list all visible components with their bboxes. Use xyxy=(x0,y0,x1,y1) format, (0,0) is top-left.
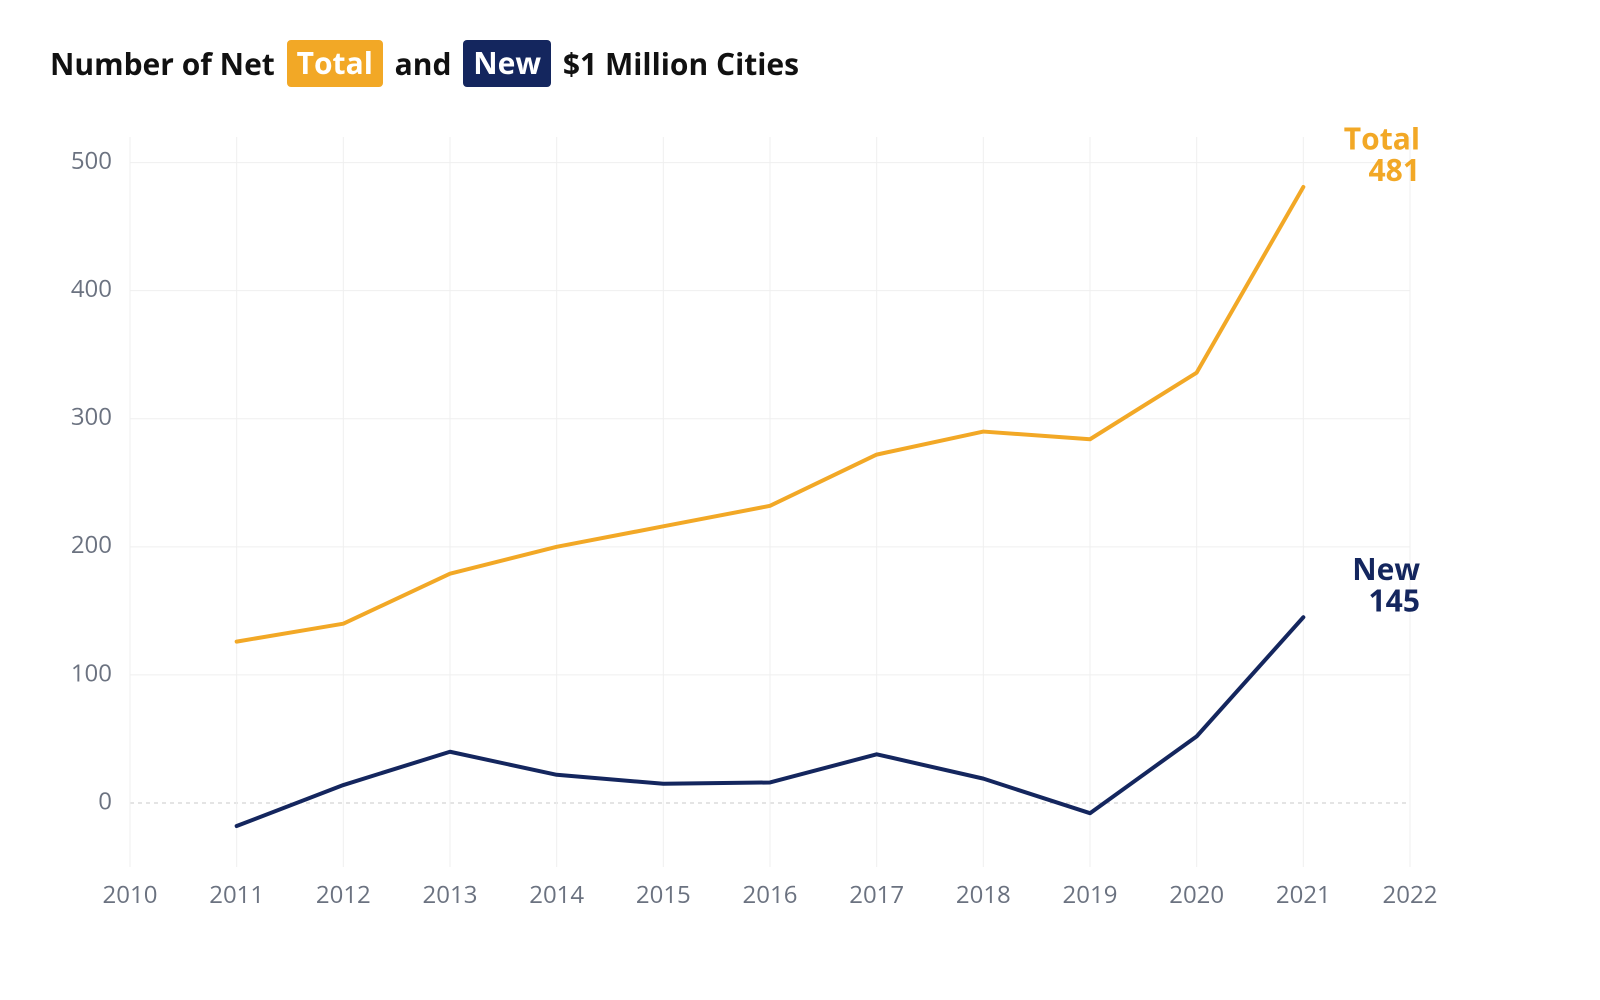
x-axis-label: 2022 xyxy=(1383,878,1438,911)
series-end-label-new: 145 xyxy=(1369,579,1420,620)
title-text-segment: $1 Million Cities xyxy=(555,43,799,84)
y-axis-label: 400 xyxy=(71,272,112,305)
x-axis-label: 2016 xyxy=(743,878,798,911)
title-text-segment: Number of Net xyxy=(50,43,283,84)
chart-container: Number of Net Total and New $1 Million C… xyxy=(0,0,1600,1000)
line-chart-svg: 0 100 200 300 400 500 2010 2011 2012 2013 2014 2015… xyxy=(50,127,1550,947)
x-axis-label: 2010 xyxy=(103,878,158,911)
y-axis-label: 0 xyxy=(98,784,112,817)
x-axis-label: 2015 xyxy=(636,878,691,911)
y-axis-label: 300 xyxy=(71,400,112,433)
series-end-label-total: 481 xyxy=(1369,149,1420,190)
y-axis-label: 100 xyxy=(71,656,112,689)
x-axis-label: 2014 xyxy=(529,878,584,911)
y-axis-label: 500 xyxy=(71,144,112,177)
chart-plot-area: 0 100 200 300 400 500 2010 2011 2012 2013 2014 2015… xyxy=(50,127,1550,947)
chart-title: Number of Net Total and New $1 Million C… xyxy=(50,40,1550,87)
x-axis-label: 2017 xyxy=(849,878,904,911)
title-badge-total: Total xyxy=(287,40,383,87)
x-axis-label: 2013 xyxy=(423,878,478,911)
x-axis-label: 2018 xyxy=(956,878,1011,911)
x-axis-label: 2012 xyxy=(316,878,371,911)
y-axis-label: 200 xyxy=(71,528,112,561)
x-axis-label: 2011 xyxy=(209,878,264,911)
title-badge-new: New xyxy=(463,40,551,87)
title-text-segment: and xyxy=(387,43,459,84)
x-axis-label: 2020 xyxy=(1169,878,1224,911)
x-axis-label: 2021 xyxy=(1276,878,1331,911)
x-axis-label: 2019 xyxy=(1063,878,1118,911)
